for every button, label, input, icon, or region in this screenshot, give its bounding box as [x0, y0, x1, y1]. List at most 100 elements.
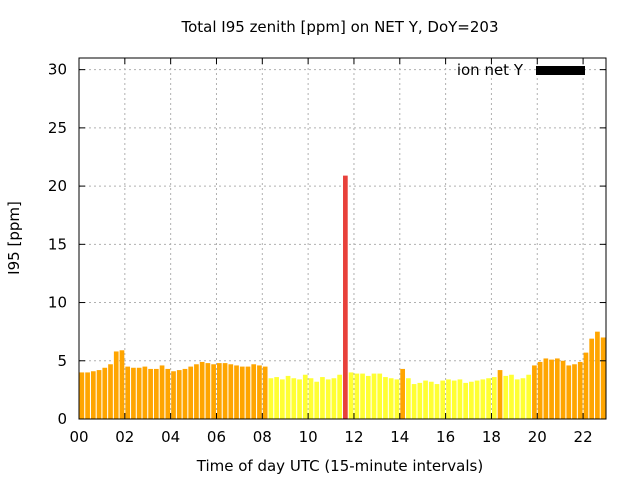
bar — [119, 350, 125, 419]
bar — [245, 366, 251, 419]
x-tick-label: 08 — [253, 428, 272, 446]
bar — [262, 366, 268, 419]
bar — [96, 370, 102, 419]
bar — [491, 377, 497, 419]
x-tick-label: 22 — [574, 428, 593, 446]
bar — [560, 360, 566, 419]
bar — [331, 378, 337, 419]
bar — [136, 367, 142, 419]
bar — [142, 366, 148, 419]
bar — [308, 378, 314, 419]
bar — [549, 359, 554, 419]
bar — [388, 378, 394, 419]
plot-border — [78, 57, 607, 420]
bar — [383, 377, 388, 419]
bar — [239, 366, 245, 419]
legend: ion net Y — [457, 61, 585, 79]
bar — [406, 378, 411, 419]
y-tick-label: 5 — [57, 352, 67, 370]
bar — [365, 375, 371, 419]
bar — [108, 364, 113, 419]
bar — [446, 379, 451, 419]
bar — [457, 379, 463, 419]
bar — [514, 379, 520, 419]
legend-label: ion net Y — [457, 61, 524, 79]
bar — [486, 378, 491, 419]
bar — [199, 361, 205, 419]
bar — [348, 372, 354, 419]
bar — [280, 379, 285, 419]
x-tick-label: 02 — [115, 428, 134, 446]
x-tick-label: 14 — [390, 428, 409, 446]
bar — [125, 366, 131, 419]
bar — [257, 365, 262, 419]
y-tick-label: 30 — [48, 61, 67, 79]
bar — [211, 364, 216, 419]
bar — [417, 382, 423, 419]
bar — [216, 363, 222, 419]
bar — [113, 351, 119, 419]
bar — [589, 338, 595, 419]
bar-series — [79, 175, 606, 419]
bar — [194, 364, 199, 419]
bar — [497, 370, 503, 419]
bar — [165, 368, 171, 419]
bar — [451, 380, 457, 419]
x-tick-label: 00 — [69, 428, 88, 446]
bar — [251, 364, 257, 419]
gridlines — [79, 58, 606, 419]
bar — [90, 371, 96, 419]
y-tick-label: 15 — [48, 235, 67, 253]
bar — [583, 352, 589, 419]
bar — [159, 365, 165, 419]
bar — [469, 381, 474, 419]
bar — [537, 361, 543, 419]
bar — [543, 358, 549, 419]
bar — [595, 331, 600, 419]
bar — [600, 337, 606, 419]
y-axis-label: I95 [ppm] — [5, 201, 23, 275]
bar — [411, 384, 417, 419]
bar — [182, 368, 188, 419]
bar — [566, 365, 572, 419]
bar — [532, 365, 537, 419]
bar — [171, 371, 176, 419]
bar — [480, 379, 486, 419]
bar — [440, 380, 446, 419]
bar — [394, 379, 400, 419]
y-tick-label: 20 — [48, 177, 67, 195]
y-tick-label: 0 — [57, 410, 67, 428]
bar — [314, 381, 320, 419]
bar — [291, 378, 297, 419]
y-tick-label: 10 — [48, 294, 67, 312]
bar — [228, 364, 234, 419]
legend-swatch — [536, 66, 585, 75]
x-tick-label: 10 — [299, 428, 318, 446]
x-axis-label: Time of day UTC (15-minute intervals) — [196, 457, 483, 475]
bar — [268, 378, 274, 419]
bar — [297, 379, 302, 419]
x-tick-label: 16 — [436, 428, 455, 446]
bar — [400, 368, 405, 419]
bar — [509, 374, 514, 419]
bar — [371, 373, 377, 419]
bar — [302, 374, 308, 419]
bar — [222, 363, 228, 419]
bar — [474, 380, 480, 419]
x-tick-label: 06 — [207, 428, 226, 446]
y-tick-label: 25 — [48, 119, 67, 137]
bar — [572, 364, 577, 419]
bar — [577, 361, 583, 419]
bar — [377, 373, 383, 419]
bar — [428, 381, 434, 419]
bar — [320, 377, 325, 419]
bar — [148, 368, 153, 419]
bar — [131, 367, 136, 419]
bar — [337, 374, 342, 419]
bar — [325, 379, 331, 419]
bar — [234, 365, 239, 419]
chart-title: Total I95 zenith [ppm] on NET Y, DoY=203 — [180, 18, 498, 36]
bar — [153, 368, 159, 419]
bar — [463, 382, 469, 419]
